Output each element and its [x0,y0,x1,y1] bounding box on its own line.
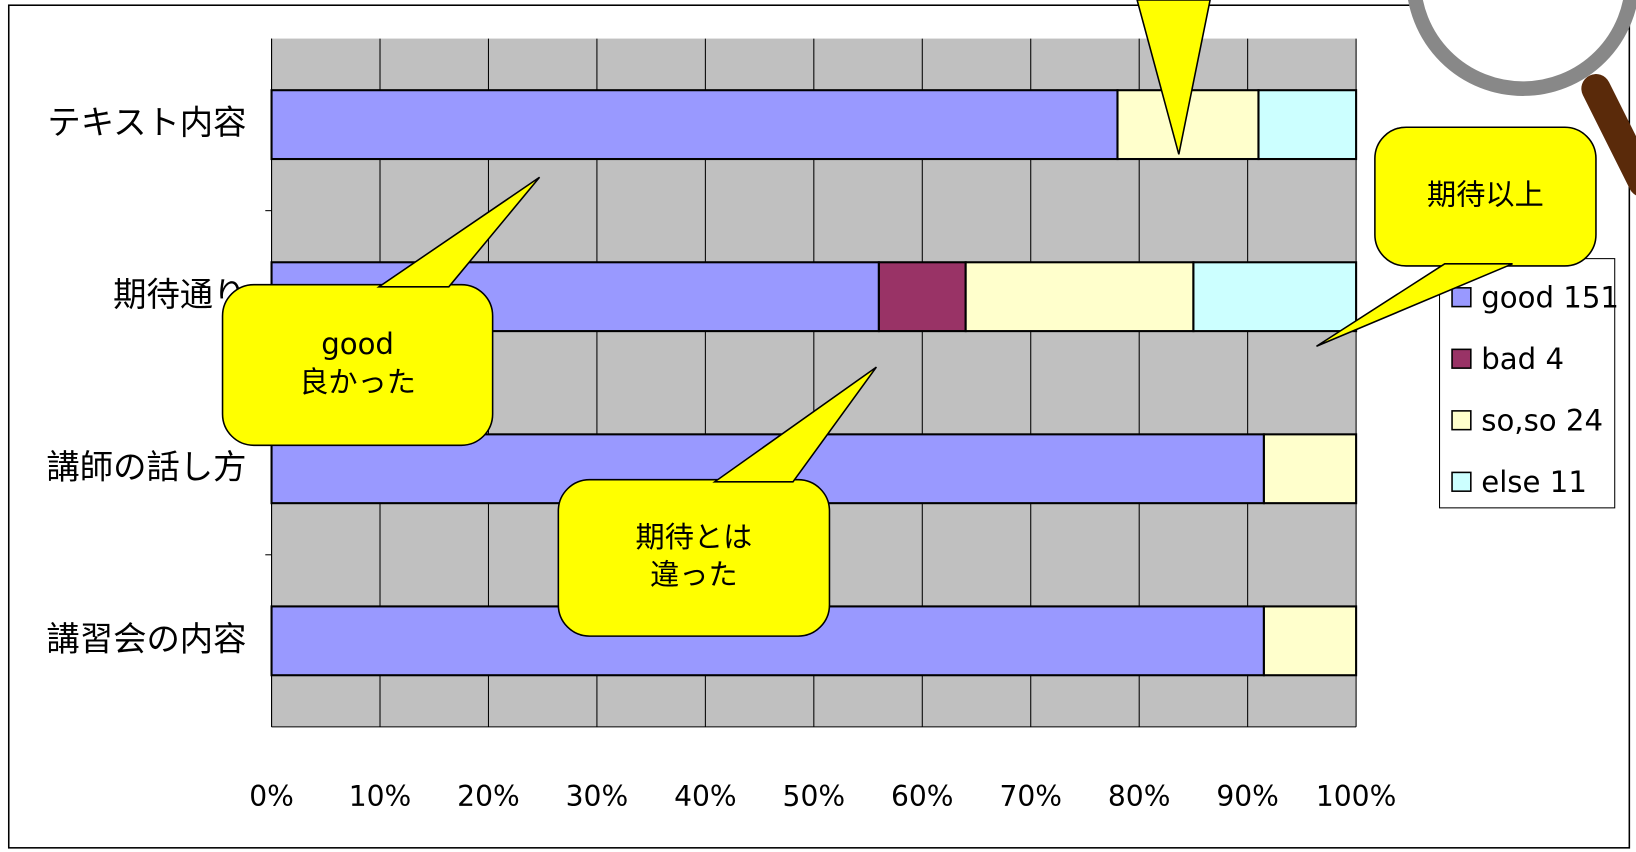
x-tick-label: 20% [457,780,520,813]
legend-label: else 11 [1481,465,1587,499]
x-tick-label: 40% [674,780,737,813]
callout-text: 違った [650,558,738,592]
callout-text: 期待とは [636,520,753,554]
magnifier-handle [1581,74,1636,196]
bar-segment [877,261,967,333]
callout-pointer [712,366,878,483]
x-tick-label: 90% [1216,780,1279,813]
bar-segment [270,89,1119,161]
callout-pointer [1316,263,1513,347]
callout-text: 良かった [299,365,416,399]
legend-swatch [1451,287,1472,308]
x-tick-label: 50% [783,780,846,813]
bar-segment [1257,89,1358,161]
x-tick-label: 0% [249,780,294,813]
legend-label: good 151 [1481,280,1619,314]
callout-text: good [321,327,394,361]
x-tick-label: 10% [349,780,412,813]
x-tick-label: 70% [999,780,1062,813]
magnifier [1408,0,1636,196]
legend-swatch [1451,471,1472,492]
x-tick-label: 80% [1108,780,1171,813]
legend-label: so,so 24 [1481,403,1603,437]
y-tick-label: テキスト内容 [47,103,246,142]
callout-box [557,478,831,637]
callout-box [221,283,494,447]
bar-segment [1262,605,1358,677]
bar-segment [1262,433,1358,505]
x-tick-label: 100% [1316,780,1396,813]
x-tick-label: 60% [891,780,954,813]
legend-swatch [1451,410,1472,431]
legend: good 151 bad 4 so,so 24 else 11 [1439,258,1619,509]
bar-segment [1192,261,1358,333]
legend-swatch [1451,348,1472,369]
y-tick-label: 講習会の内容 [46,619,246,658]
callout-text: 期待以上 [1427,178,1544,212]
magnifier-lens [1408,0,1636,96]
y-tick-label: 講師の話し方 [46,447,246,486]
callout-pointer [1136,0,1211,155]
x-tick-label: 30% [566,780,629,813]
callout-pointer [376,176,541,288]
legend-label: bad 4 [1481,342,1564,376]
bar-segment [964,261,1195,333]
